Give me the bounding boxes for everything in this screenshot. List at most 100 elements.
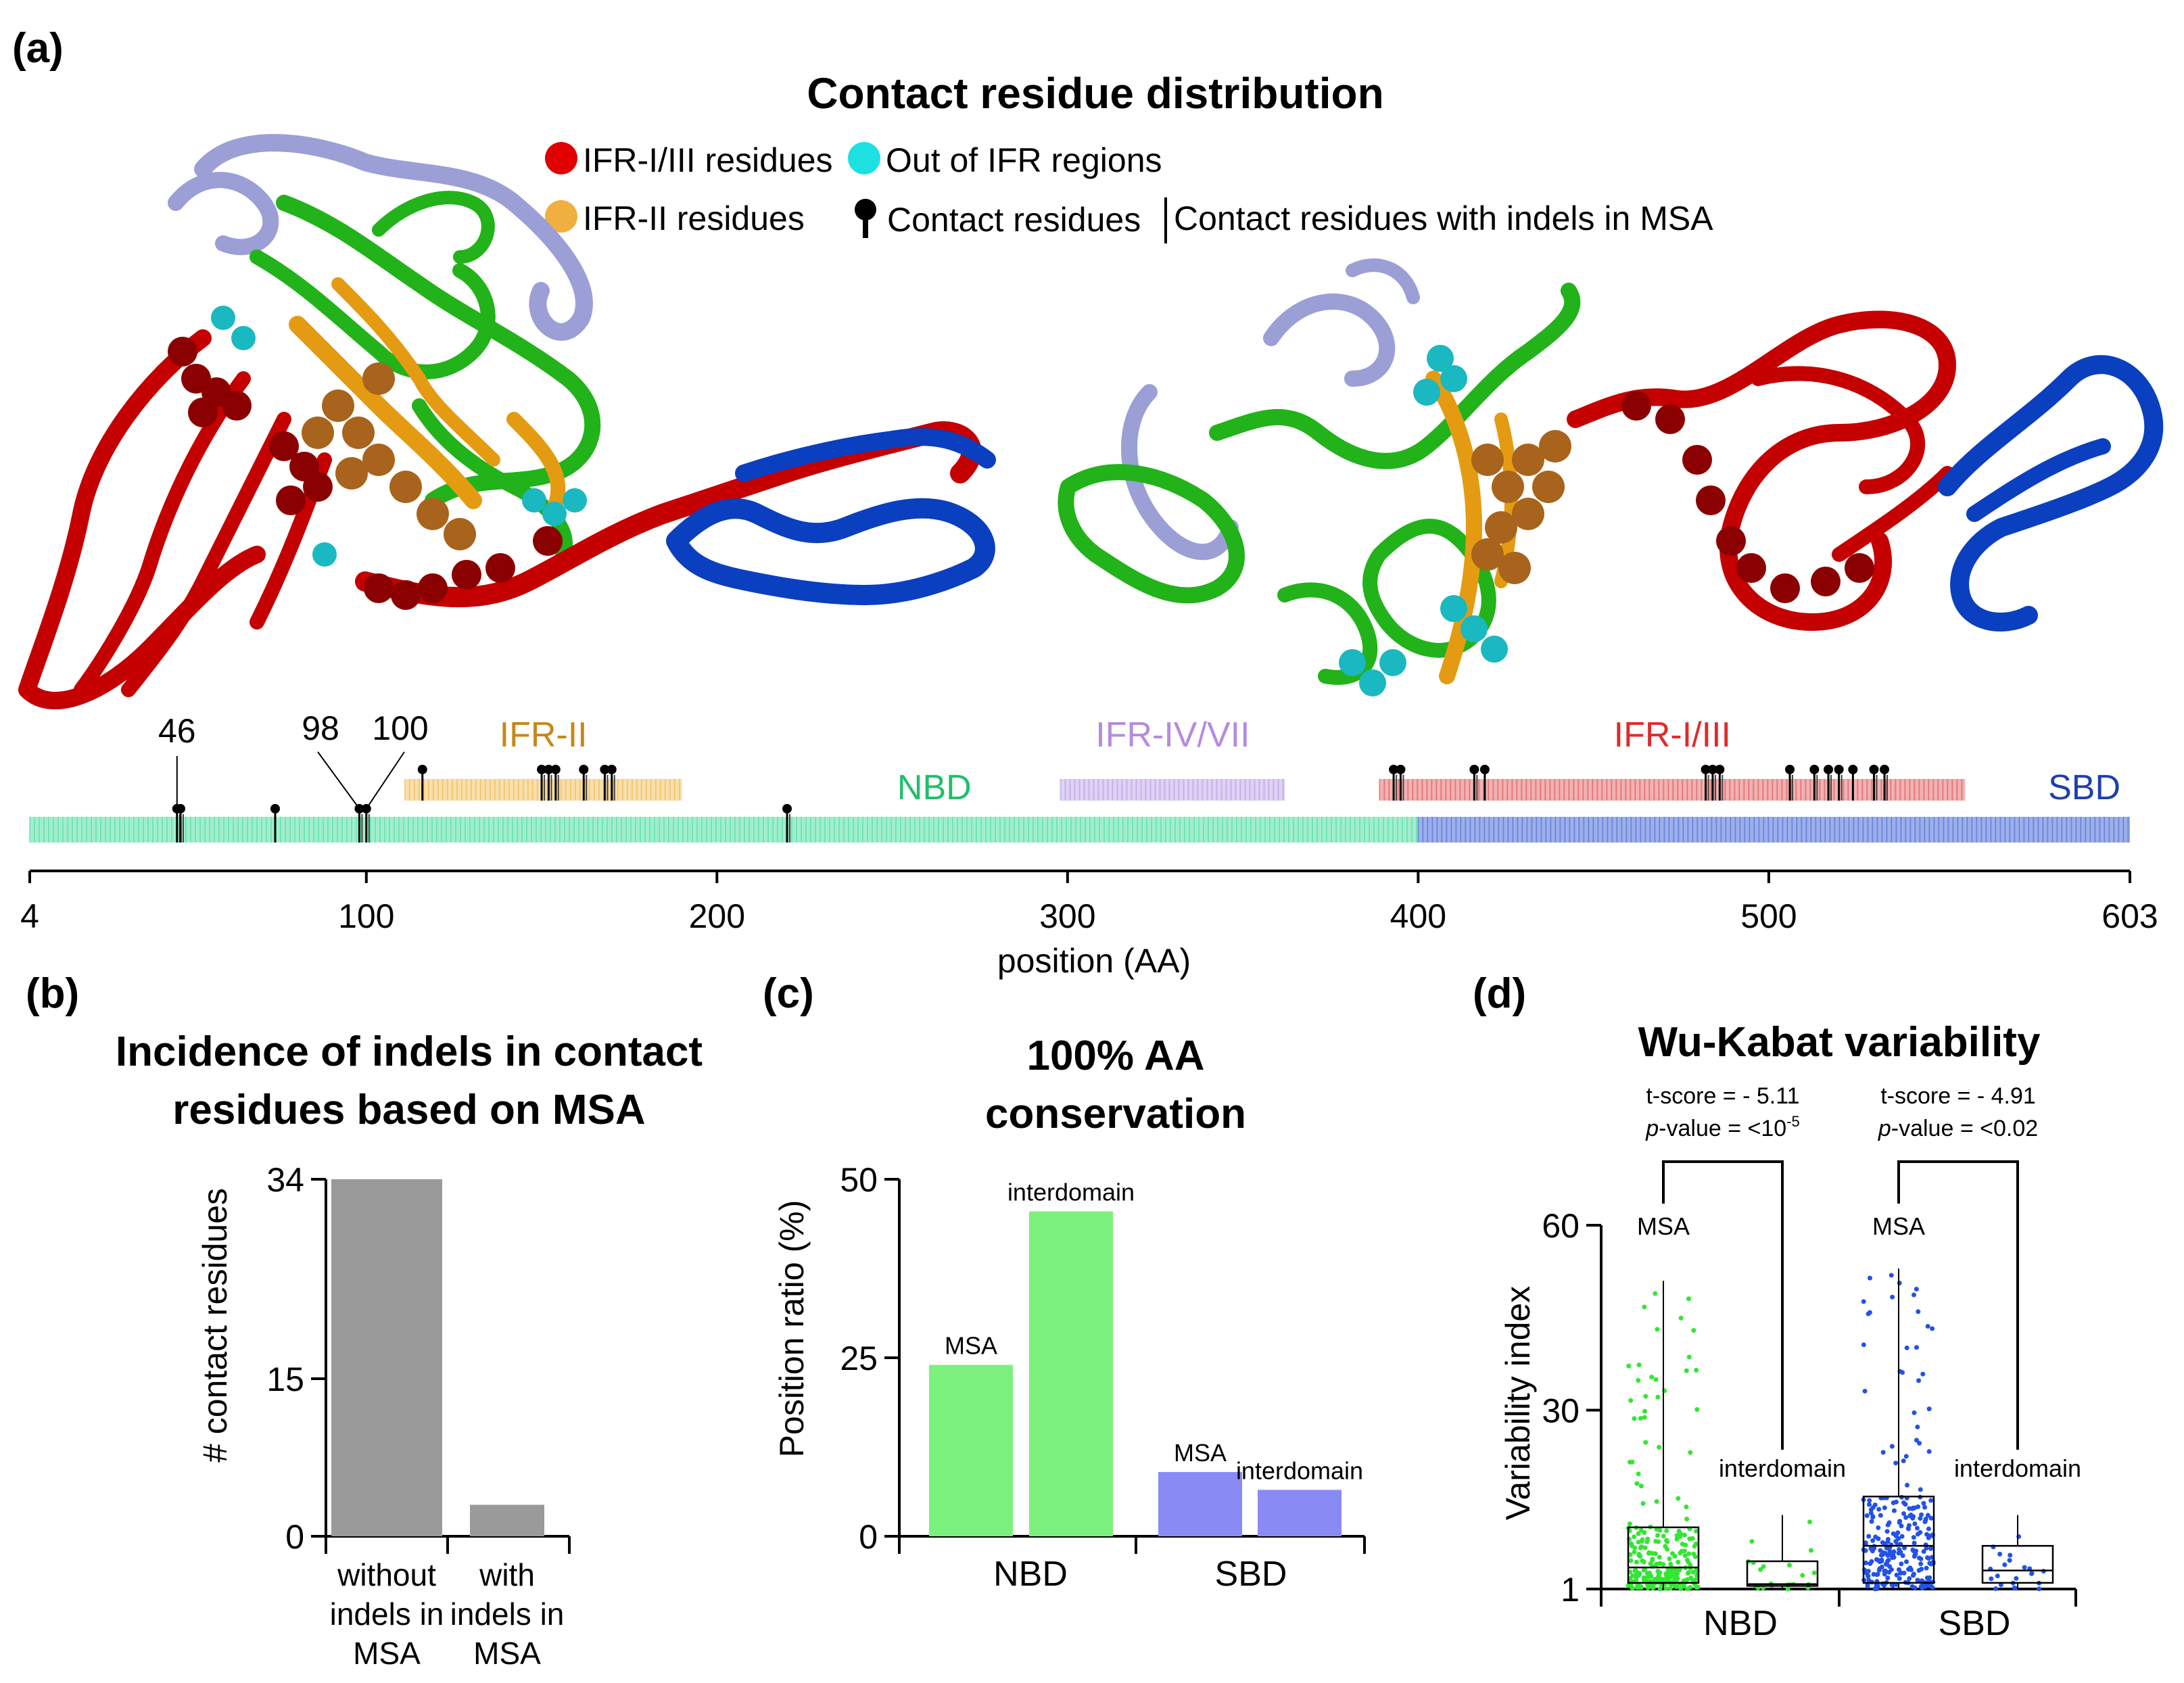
b-category-label: with — [479, 1557, 535, 1592]
d-point — [1639, 1538, 1644, 1544]
contact-residue-pin — [1396, 765, 1406, 774]
d-point — [1676, 1528, 1682, 1534]
d-point — [1811, 1570, 1817, 1575]
d-point — [1653, 1291, 1658, 1296]
b-bar — [470, 1504, 544, 1536]
d-point — [1655, 1394, 1661, 1400]
d-point — [1692, 1544, 1697, 1549]
c-bar-label: MSA — [945, 1332, 997, 1360]
d-y-tick-label: 1 — [1561, 1571, 1580, 1609]
d-point — [1910, 1547, 1916, 1552]
d-point — [1649, 1375, 1655, 1380]
d-point — [1686, 1571, 1691, 1576]
d-point — [1643, 1394, 1648, 1399]
d-point — [1630, 1586, 1635, 1591]
d-point — [1897, 1547, 1902, 1552]
legend-orange-dot — [545, 200, 577, 233]
d-point — [1878, 1552, 1884, 1558]
d-p-value: p-value = <10-5 — [1645, 1113, 1800, 1141]
contact-residue-pin — [1869, 765, 1879, 774]
d-point — [1667, 1586, 1673, 1591]
d-point — [1889, 1582, 1895, 1588]
d-point — [1912, 1410, 1917, 1415]
b-category-label: MSA — [473, 1636, 541, 1671]
legend-red-dot — [545, 142, 577, 174]
d-point — [1863, 1548, 1868, 1553]
d-point — [1866, 1573, 1871, 1579]
d-point — [1636, 1362, 1642, 1368]
panel-b: (b) Incidence of indels in contact resid… — [26, 970, 703, 1671]
legend-orange-label: IFR-II residues — [583, 199, 805, 237]
legend-indel-label: Contact residues with indels in MSA — [1174, 199, 1713, 237]
region-label: IFR-II — [500, 715, 588, 755]
d-point — [1890, 1294, 1895, 1300]
d-y-tick-label: 30 — [1542, 1392, 1580, 1430]
d-point — [1685, 1586, 1690, 1592]
panel-d-label: (d) — [1473, 970, 1526, 1017]
d-point — [1681, 1578, 1686, 1584]
d-box — [1627, 1526, 1700, 1584]
d-point — [1808, 1548, 1813, 1553]
d-point — [1663, 1544, 1668, 1549]
d-point — [1638, 1527, 1644, 1533]
contact-residue-pin — [579, 765, 589, 774]
d-point — [1663, 1586, 1669, 1591]
contact-residue-pin — [1469, 765, 1479, 774]
d-point — [1682, 1532, 1687, 1538]
d-point — [1636, 1573, 1641, 1578]
d-point — [1684, 1557, 1690, 1563]
legend-cyan-dot — [848, 142, 880, 174]
track-tick-label: 400 — [1390, 897, 1446, 935]
indel-line-icon — [1164, 197, 1167, 243]
d-point — [1876, 1567, 1882, 1573]
b-category-label: MSA — [353, 1636, 421, 1671]
d-point — [1914, 1345, 1919, 1350]
d-point — [1897, 1281, 1902, 1286]
d-point — [1875, 1582, 1880, 1588]
panel-b-title-line1: Incidence of indels in contact — [116, 1028, 703, 1075]
d-point — [1869, 1519, 1874, 1524]
d-point — [1672, 1554, 1678, 1559]
d-point — [1644, 1571, 1650, 1576]
d-point — [1867, 1310, 1872, 1315]
d-point — [1628, 1552, 1633, 1557]
d-point — [1921, 1549, 1926, 1555]
d-point — [1693, 1528, 1699, 1534]
d-point — [1688, 1563, 1693, 1568]
d-point — [1904, 1482, 1909, 1488]
d-point — [1645, 1536, 1651, 1542]
d-point — [1904, 1345, 1909, 1350]
d-point — [1915, 1424, 1920, 1429]
d-point — [1625, 1583, 1631, 1588]
d-point — [1926, 1535, 1931, 1540]
d-point — [1678, 1534, 1683, 1539]
d-point — [1656, 1539, 1661, 1544]
panel-c-title-line2: conservation — [985, 1091, 1246, 1137]
d-point — [1901, 1511, 1907, 1516]
d-point — [1678, 1586, 1684, 1592]
d-point — [1868, 1546, 1874, 1551]
d-point — [1785, 1586, 1790, 1592]
c-group-label: SBD — [1215, 1555, 1287, 1594]
d-point — [1638, 1416, 1643, 1421]
d-point — [1926, 1406, 1932, 1412]
d-point — [1887, 1564, 1893, 1569]
c-bar — [929, 1365, 1013, 1536]
d-point — [1862, 1388, 1868, 1394]
d-point — [1861, 1342, 1866, 1348]
d-y-tick-label: 60 — [1542, 1207, 1580, 1245]
d-point — [1643, 1440, 1648, 1445]
b-y-tick-label: 15 — [266, 1360, 304, 1398]
sequence-track: 4 100 200 300 400 500 603 NBD SBD IFR-II IFR-IV/VI… — [20, 709, 2158, 935]
d-point — [1899, 1561, 1904, 1567]
contact-residue-pin — [607, 765, 617, 774]
d-point — [1642, 1408, 1648, 1414]
panel-c: (c) 100% AA conservation Position ratio … — [763, 970, 1366, 1594]
d-point — [1686, 1296, 1691, 1302]
d-t-score: t-score = - 5.11 — [1646, 1083, 1799, 1109]
d-point — [1918, 1561, 1924, 1567]
d-point — [1912, 1521, 1918, 1527]
d-point — [1872, 1586, 1878, 1592]
d-point — [1898, 1571, 1903, 1576]
panel-c-label: (c) — [763, 970, 814, 1017]
